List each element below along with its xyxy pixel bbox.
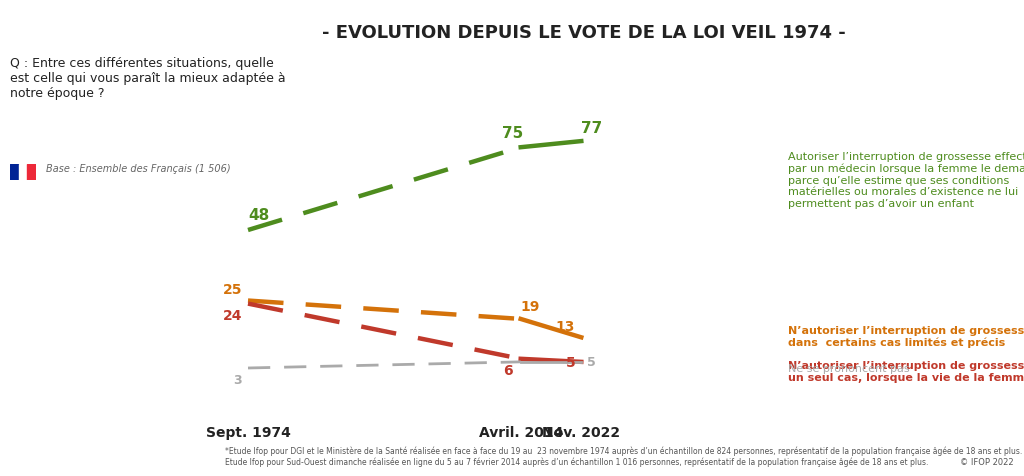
Text: N’autoriser l’interruption de grossesse que dans
un seul cas, lorsque la vie de : N’autoriser l’interruption de grossesse … xyxy=(788,361,1024,382)
Text: 25: 25 xyxy=(222,282,242,296)
Text: Autoriser l’interruption de grossesse effectuée
par un médecin lorsque la femme : Autoriser l’interruption de grossesse ef… xyxy=(788,151,1024,208)
Text: 19: 19 xyxy=(520,299,540,313)
Text: 13: 13 xyxy=(556,319,575,333)
Text: 75: 75 xyxy=(503,125,523,140)
Text: Ne se prononcent pas: Ne se prononcent pas xyxy=(788,363,910,373)
Text: 6: 6 xyxy=(504,364,513,377)
Text: - EVOLUTION DEPUIS LE VOTE DE LA LOI VEIL 1974 -: - EVOLUTION DEPUIS LE VOTE DE LA LOI VEI… xyxy=(322,24,846,42)
Bar xyxy=(28,164,36,181)
Text: 48: 48 xyxy=(248,208,269,223)
Text: 5: 5 xyxy=(565,355,575,369)
Text: © IFOP 2022: © IFOP 2022 xyxy=(961,457,1014,466)
Bar xyxy=(10,164,18,181)
Text: Base : Ensemble des Français (1 506): Base : Ensemble des Français (1 506) xyxy=(46,164,230,174)
Text: 24: 24 xyxy=(222,308,242,323)
Text: 3: 3 xyxy=(233,373,242,386)
Text: 77: 77 xyxy=(582,121,602,136)
Bar xyxy=(18,164,28,181)
Text: 5: 5 xyxy=(588,356,596,368)
Text: *Etude Ifop pour DGI et le Ministère de la Santé réalisée en face à face du 19 a: *Etude Ifop pour DGI et le Ministère de … xyxy=(225,446,1023,466)
Text: Q : Entre ces différentes situations, quelle
est celle qui vous paraît la mieux : Q : Entre ces différentes situations, qu… xyxy=(10,57,286,100)
Text: N’autoriser l’interruption de grossesse que
dans  certains cas limités et précis: N’autoriser l’interruption de grossesse … xyxy=(788,325,1024,347)
